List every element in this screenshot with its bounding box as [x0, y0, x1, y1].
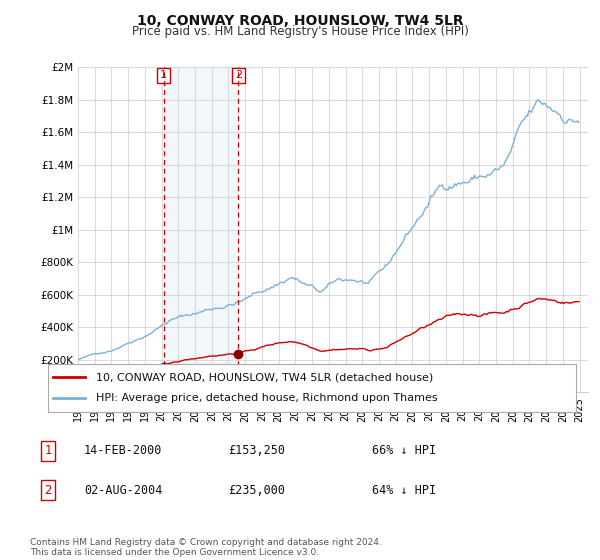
- Text: 14-FEB-2000: 14-FEB-2000: [84, 444, 163, 458]
- Text: 66% ↓ HPI: 66% ↓ HPI: [372, 444, 436, 458]
- Text: 10, CONWAY ROAD, HOUNSLOW, TW4 5LR (detached house): 10, CONWAY ROAD, HOUNSLOW, TW4 5LR (deta…: [95, 372, 433, 382]
- Text: £153,250: £153,250: [228, 444, 285, 458]
- Text: Contains HM Land Registry data © Crown copyright and database right 2024.
This d: Contains HM Land Registry data © Crown c…: [30, 538, 382, 557]
- Bar: [164, 67, 238, 392]
- Text: HPI: Average price, detached house, Richmond upon Thames: HPI: Average price, detached house, Rich…: [95, 393, 437, 403]
- Text: £235,000: £235,000: [228, 483, 285, 497]
- Text: 2: 2: [235, 71, 242, 80]
- Text: 1: 1: [44, 444, 52, 458]
- Text: 10, CONWAY ROAD, HOUNSLOW, TW4 5LR: 10, CONWAY ROAD, HOUNSLOW, TW4 5LR: [137, 14, 463, 28]
- Text: Price paid vs. HM Land Registry's House Price Index (HPI): Price paid vs. HM Land Registry's House …: [131, 25, 469, 38]
- Text: 1: 1: [160, 71, 167, 80]
- Text: 64% ↓ HPI: 64% ↓ HPI: [372, 483, 436, 497]
- Text: 02-AUG-2004: 02-AUG-2004: [84, 483, 163, 497]
- Text: 2: 2: [44, 483, 52, 497]
